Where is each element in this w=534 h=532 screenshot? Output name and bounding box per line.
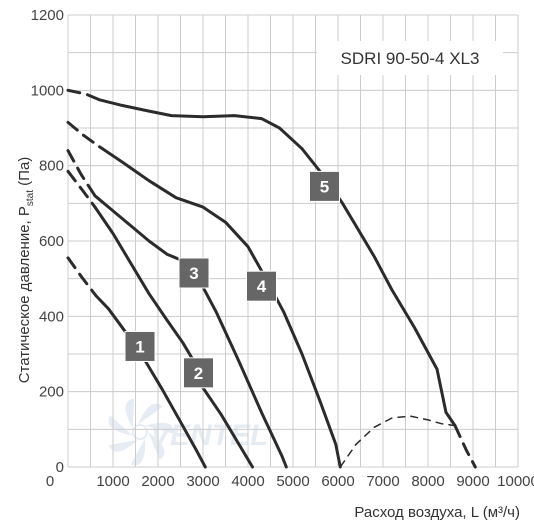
x-tick-label: 3000 (186, 473, 219, 490)
x-tick-label: 2000 (141, 473, 174, 490)
fan-hub (132, 424, 148, 440)
series-1-dashed (66, 256, 98, 298)
y-axis-title: Статическое давление, Pstat (Па) (16, 157, 36, 384)
series-5-dashed-end (453, 424, 477, 469)
y-tick-label: 600 (39, 233, 64, 250)
curve-label-text: 4 (257, 277, 267, 296)
model-label-background (317, 41, 503, 75)
series-5 (66, 88, 477, 469)
x-tick-label: 10000 (497, 473, 534, 490)
model-label: SDRI 90-50-4 XL3 (341, 49, 480, 68)
y-tick-label: 400 (39, 308, 64, 325)
curve-label-3: 3 (178, 257, 210, 289)
curve-label-1: 1 (124, 330, 156, 362)
x-tick-label: 4000 (231, 473, 264, 490)
curve-label-2: 2 (183, 357, 214, 389)
fan-blade (144, 422, 174, 434)
x-tick-label: 0 (46, 473, 54, 490)
fan-blade (108, 415, 133, 436)
curve-labels: 1 2 3 4 5 (124, 170, 340, 389)
y-tick-label: 800 (39, 158, 64, 175)
curve-label-5: 5 (309, 170, 340, 202)
chart-grid (67, 14, 519, 468)
watermark: VENTEL (108, 398, 268, 466)
curve-label-text: 2 (194, 364, 203, 383)
fan-blade (130, 438, 146, 466)
series-4-line (98, 145, 342, 469)
series-4 (66, 120, 342, 469)
series-5-line (98, 98, 457, 428)
fan-blade (108, 439, 139, 452)
y-axis-title-main: Статическое давление, P (16, 206, 33, 383)
curve-label-box (183, 357, 214, 389)
fan-blade (125, 398, 135, 429)
x-tick-label: 1000 (96, 473, 129, 490)
y-tick-label: 1200 (31, 7, 64, 24)
watermark-text: VENTEL (150, 419, 268, 452)
series-1-line (94, 294, 207, 469)
curve-label-box (178, 257, 210, 289)
series-5-dashed (66, 88, 101, 102)
curve-label-text: 3 (189, 264, 198, 283)
series-4-dashed (66, 120, 101, 149)
fan-logo-icon (108, 398, 174, 466)
x-tick-label: 7000 (366, 473, 399, 490)
curve-label-4: 4 (246, 270, 277, 302)
x-axis-title: Расход воздуха, L (м³/ч) (354, 504, 520, 521)
limit-curve (339, 415, 456, 468)
x-axis-ticks: 0 1000 2000 3000 4000 5000 6000 7000 8000 9000 100… (46, 473, 534, 490)
series-2-line (93, 205, 254, 469)
curve-label-box (124, 330, 156, 362)
x-tick-label: 5000 (276, 473, 309, 490)
y-tick-label: 0 (56, 459, 64, 476)
y-tick-label: 200 (39, 384, 64, 401)
curve-label-box (309, 170, 340, 202)
series-1 (66, 256, 207, 469)
series-2-dashed (66, 169, 97, 209)
curve-label-text: 5 (320, 177, 329, 196)
x-tick-label: 8000 (411, 473, 444, 490)
y-axis-title-unit: (Па) (16, 157, 33, 190)
fan-blade (138, 403, 163, 425)
series-3-dashed (66, 149, 97, 198)
x-tick-label: 9000 (456, 473, 489, 490)
fan-blade (148, 432, 165, 460)
curve-label-box (246, 270, 277, 302)
y-tick-label: 1000 (31, 82, 64, 99)
model-label-box: SDRI 90-50-4 XL3 (317, 41, 503, 75)
y-axis-title-sub: stat (25, 190, 36, 206)
series-2 (66, 169, 254, 469)
curve-label-text: 1 (135, 337, 144, 356)
x-tick-label: 6000 (321, 473, 354, 490)
y-axis-ticks: 0 200 400 600 800 1000 1200 (31, 7, 64, 476)
